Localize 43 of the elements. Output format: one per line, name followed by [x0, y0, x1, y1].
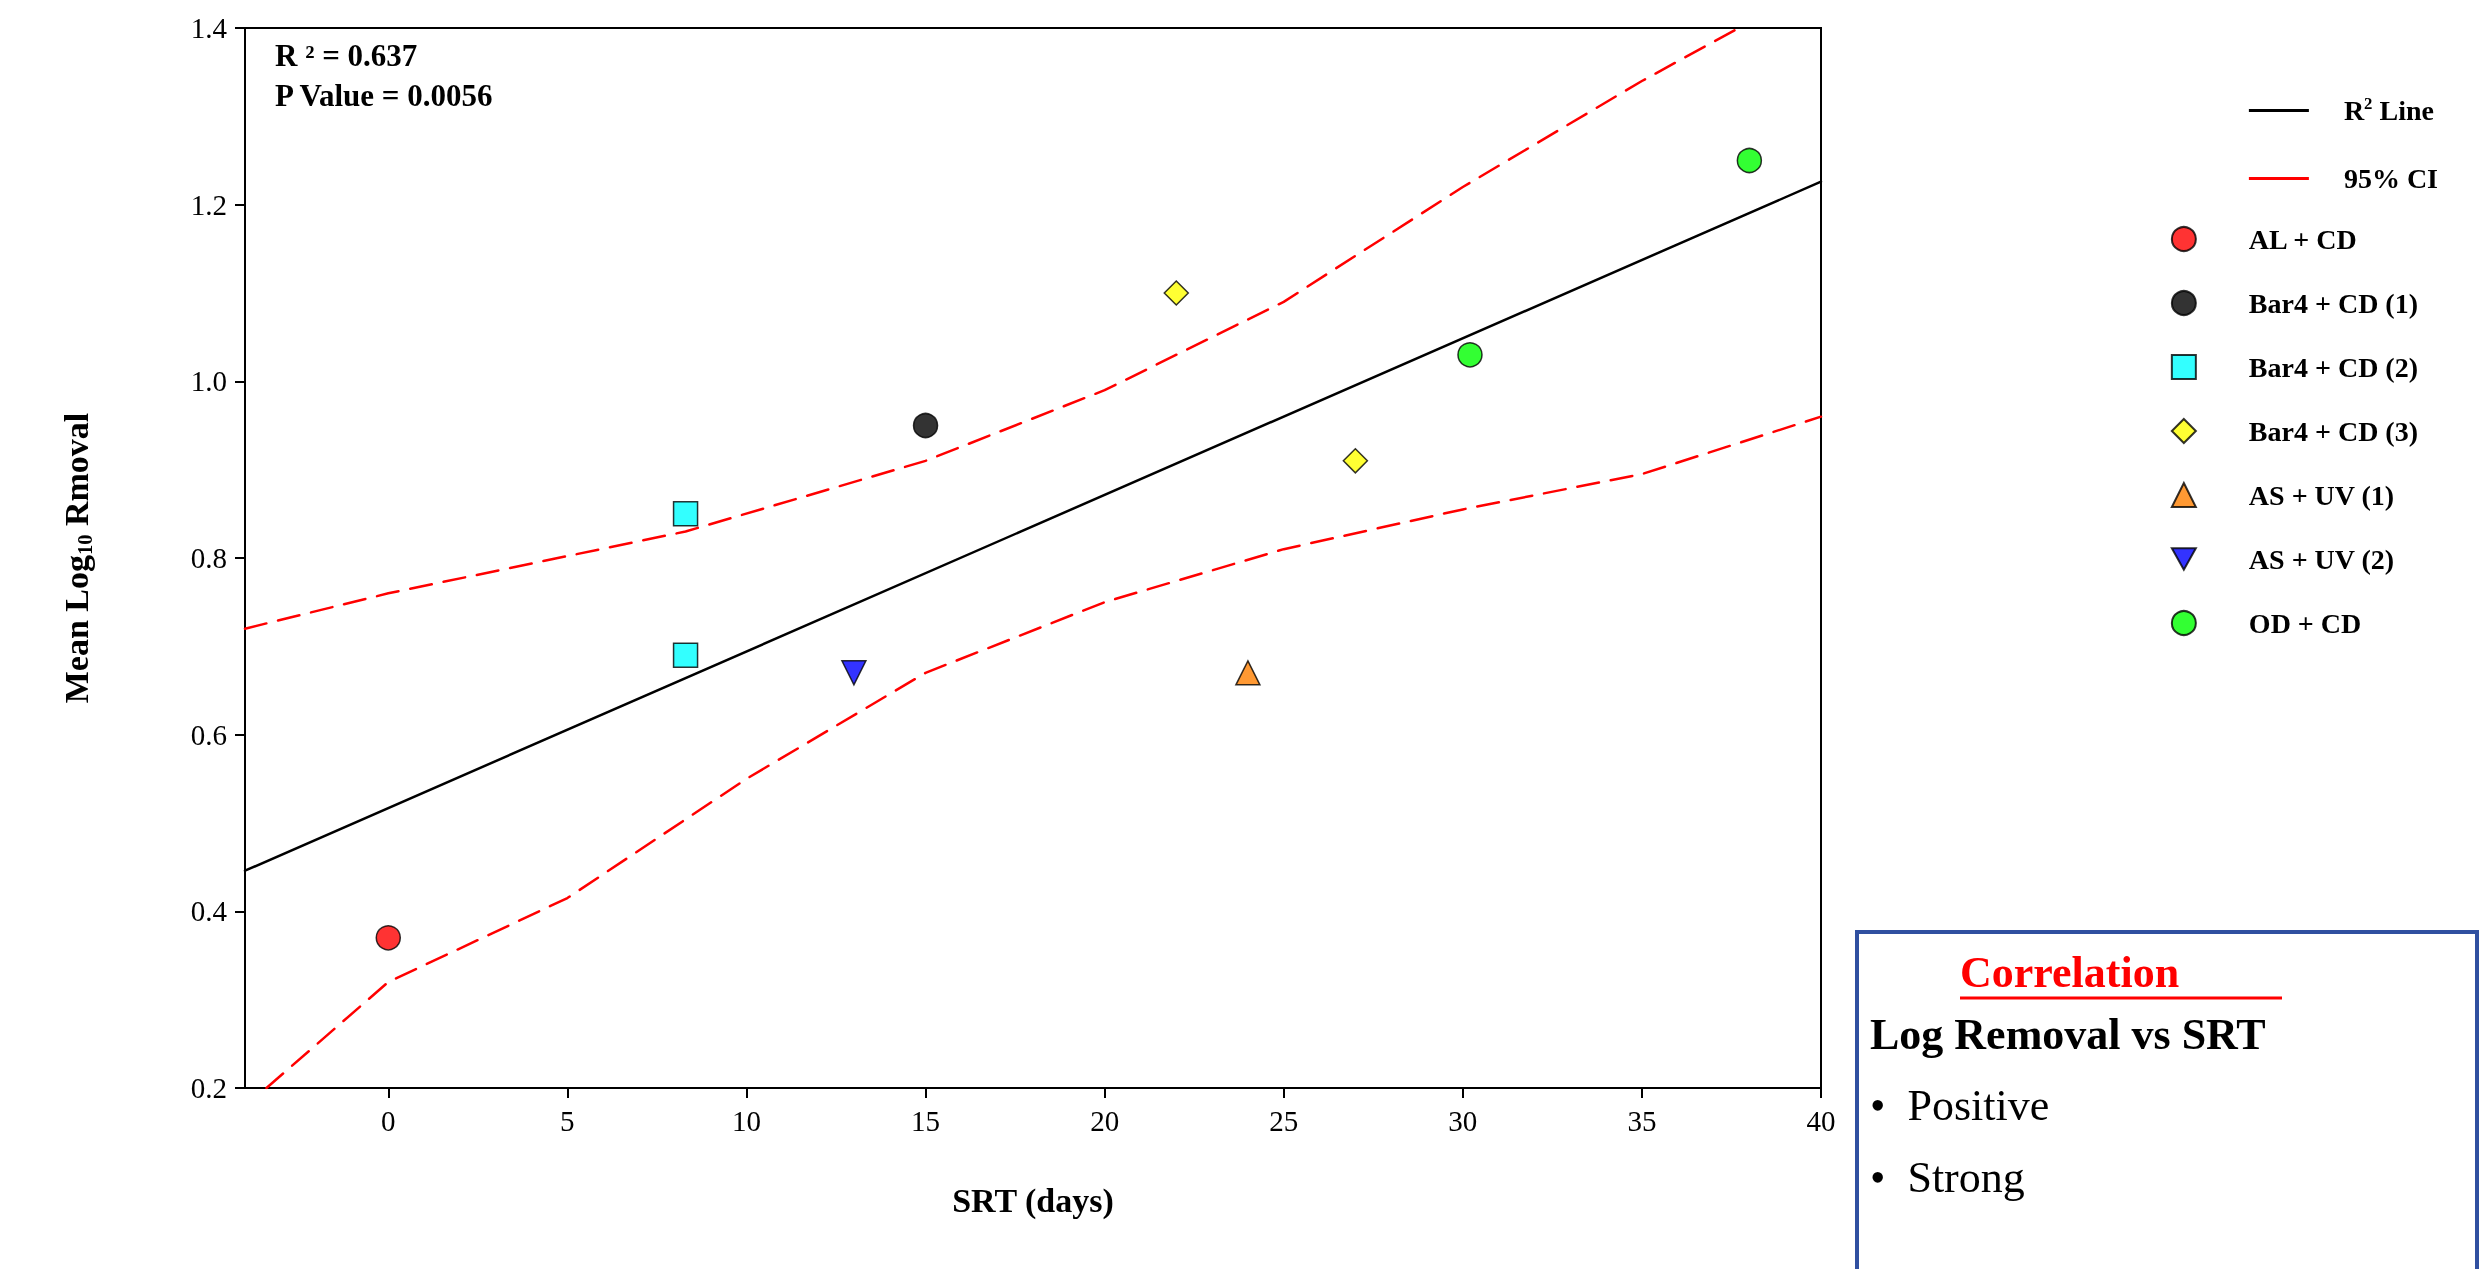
legend-label: Bar4 + CD (2): [2248, 351, 2419, 383]
point: [672, 501, 699, 527]
x-tick-label: 15: [911, 1104, 941, 1137]
x-tick-label: 5: [560, 1104, 575, 1137]
text: Log Removal vs SRT: [1870, 1009, 2266, 1059]
point: [1235, 660, 1261, 686]
point: [912, 412, 939, 439]
y-tick-label: 0.2: [190, 1072, 227, 1104]
y-axis-title: Mean Log10 Rmoval: [58, 412, 96, 704]
legend-label: Bar4 + CD (1): [2248, 287, 2419, 319]
annotation: R ² = 0.637: [275, 38, 418, 73]
y-tick-label: 0.4: [190, 895, 228, 928]
point: [1736, 147, 1763, 174]
text: Correlation: [1960, 947, 2180, 997]
point: [1342, 448, 1369, 474]
x-tick-label: 35: [1627, 1104, 1657, 1137]
legend-label: 95% CI: [2343, 163, 2439, 194]
text: • Strong: [1870, 1152, 2025, 1202]
x-axis-title: SRT (days): [952, 1181, 1114, 1220]
line-series: [265, 415, 1823, 1090]
x-tick-label: 25: [1269, 1104, 1299, 1137]
y-tick-label: 0.8: [190, 542, 227, 574]
legend-label: AS + UV (2): [2248, 543, 2395, 575]
x-tick-label: 10: [731, 1104, 761, 1137]
point: [841, 660, 867, 686]
legend-label: Bar4 + CD (3): [2248, 415, 2419, 447]
y-tick-label: 1.2: [190, 188, 227, 221]
legend-label: OD + CD: [2248, 607, 2362, 639]
annotation: P Value = 0.0056: [275, 78, 493, 113]
x-tick-label: 0: [381, 1104, 396, 1137]
y-tick-label: 1.4: [190, 12, 228, 44]
y-tick-label: 1.0: [190, 365, 227, 398]
x-tick-label: 40: [1806, 1104, 1836, 1137]
legend-label: AL + CD: [2248, 223, 2357, 255]
x-tick-label: 30: [1448, 1104, 1478, 1137]
legend-label: AS + UV (1): [2248, 479, 2395, 511]
text: • Positive: [1870, 1080, 2050, 1130]
point: [672, 642, 699, 668]
y-tick-label: 0.6: [190, 718, 227, 751]
point: [1457, 342, 1483, 368]
x-tick-label: 20: [1090, 1104, 1120, 1137]
point: [1163, 280, 1190, 306]
point: [375, 925, 402, 951]
